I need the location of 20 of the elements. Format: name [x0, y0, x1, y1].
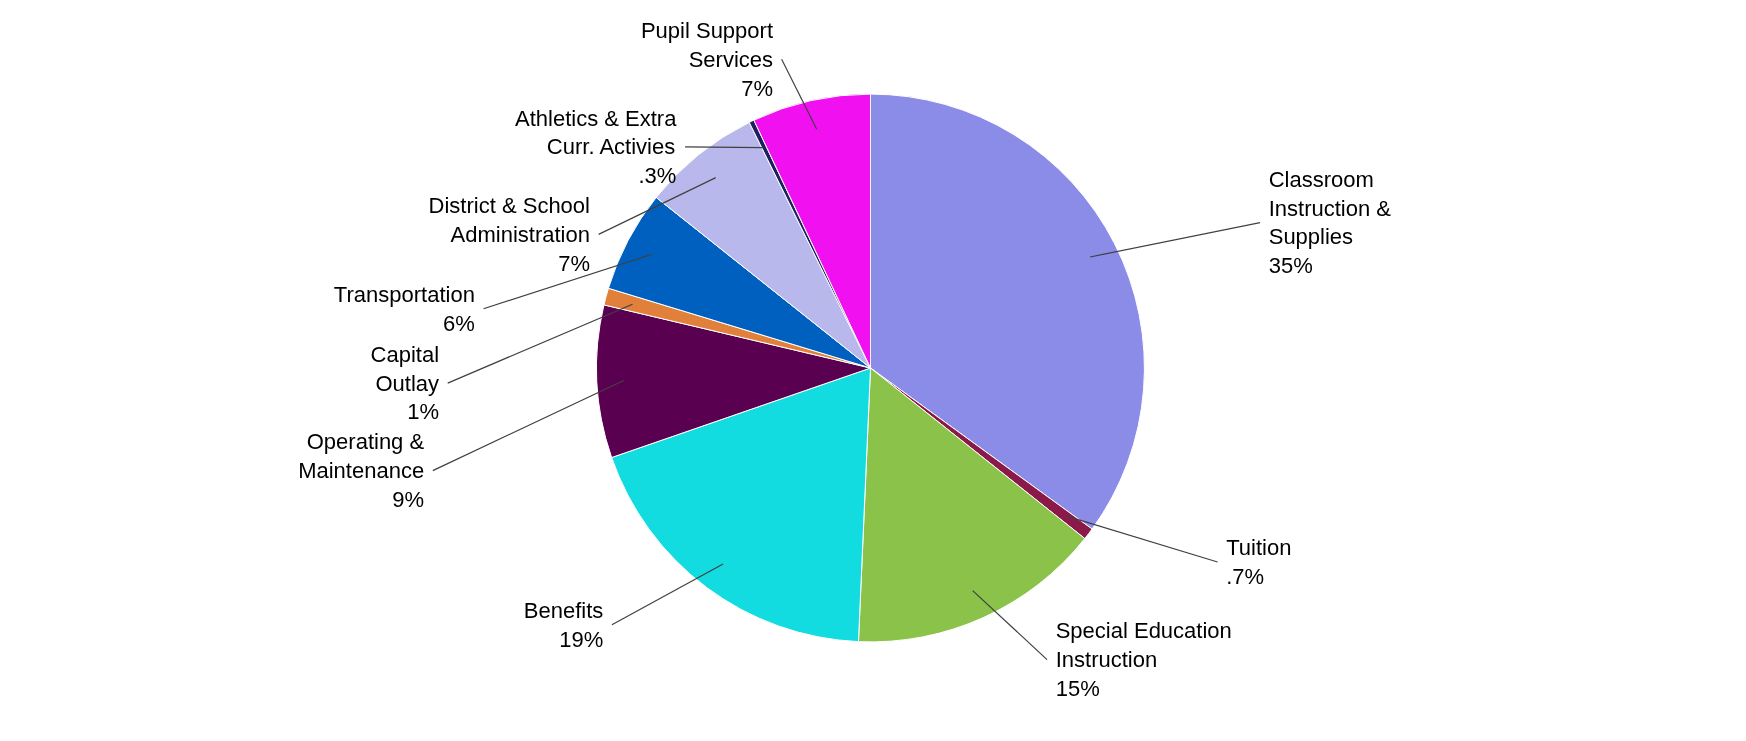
data-label: 9%: [392, 486, 425, 512]
slice-label: District & School Administration: [428, 193, 590, 247]
data-label: 1%: [407, 399, 440, 425]
slice-label: Tuition: [1226, 535, 1292, 561]
data-label: .7%: [1226, 563, 1265, 589]
slice-label: Athletics & Extra Curr. Activies: [515, 105, 678, 160]
data-label: 7%: [558, 250, 590, 276]
slice-label: Benefits: [523, 597, 604, 623]
data-label: 6%: [443, 310, 475, 336]
slice-label: Transportation: [333, 281, 475, 307]
slice-label: Special Education Instruction: [1055, 618, 1232, 673]
data-label: 7%: [741, 75, 774, 101]
data-label: 35%: [1268, 253, 1313, 279]
slice-label: Classroom Instruction & Supplies: [1268, 166, 1392, 250]
data-label: .3%: [638, 163, 677, 189]
slice-label: Capital Outlay: [370, 341, 440, 396]
slice-label: Pupil Support Services: [640, 18, 774, 72]
data-label: 15%: [1055, 675, 1100, 701]
slice-label: Operating & Maintenance: [298, 429, 425, 484]
data-label: 19%: [559, 626, 604, 652]
